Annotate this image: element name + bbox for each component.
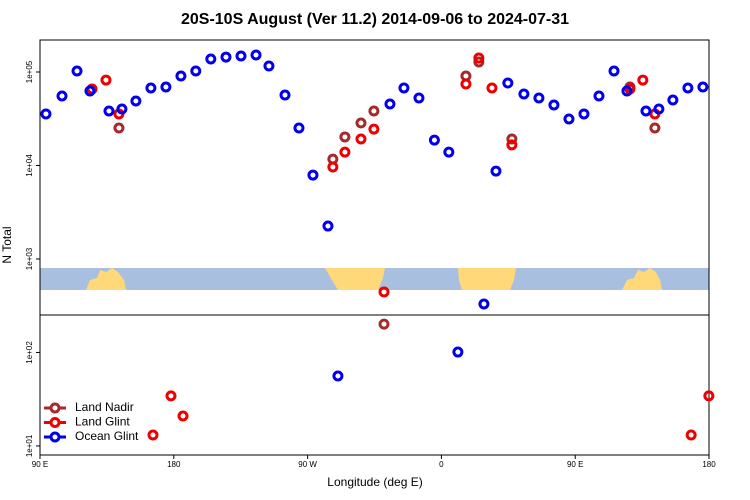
point	[578, 108, 590, 120]
point	[460, 78, 472, 90]
point	[235, 50, 247, 62]
point	[413, 92, 425, 104]
point	[339, 146, 351, 158]
point	[205, 53, 217, 65]
point	[378, 286, 390, 298]
legend-label: Land Nadir	[75, 400, 134, 414]
point	[177, 410, 189, 422]
y-tick-label: 1e+01	[25, 434, 34, 457]
point	[473, 52, 485, 64]
point	[548, 99, 560, 111]
legend-marker	[49, 417, 61, 428]
point	[332, 370, 344, 382]
point	[355, 117, 367, 129]
legend-label: Land Glint	[75, 415, 130, 429]
point	[621, 85, 633, 97]
x-axis-label: Longitude (deg E)	[327, 475, 422, 489]
point	[165, 390, 177, 402]
legend-marker	[49, 431, 61, 443]
point	[190, 65, 202, 77]
point	[84, 85, 96, 97]
y-tick-label: 1e+05	[25, 60, 34, 83]
point	[56, 90, 68, 102]
point	[563, 113, 575, 125]
point	[71, 65, 83, 77]
point	[384, 98, 396, 110]
legend-label: Ocean Glint	[75, 429, 139, 443]
plot-frame	[39, 39, 710, 456]
point	[263, 60, 275, 72]
point	[502, 77, 514, 89]
point	[160, 81, 172, 93]
point	[649, 122, 661, 134]
x-tick-label: 90 W	[298, 460, 317, 469]
x-tick-label: 0	[439, 460, 444, 469]
point	[368, 123, 380, 135]
point	[145, 82, 157, 94]
point	[103, 105, 115, 117]
point	[452, 346, 464, 358]
point	[293, 122, 305, 134]
point	[640, 105, 652, 117]
y-tick-label: 1e+03	[25, 247, 34, 270]
point	[307, 169, 319, 181]
point	[518, 88, 530, 100]
point	[653, 103, 665, 115]
point	[473, 56, 485, 68]
point	[703, 390, 715, 402]
point	[506, 133, 518, 145]
point	[40, 108, 52, 120]
point	[327, 161, 339, 173]
point	[113, 122, 125, 134]
point	[608, 65, 620, 77]
point	[130, 95, 142, 107]
point	[279, 89, 291, 101]
point	[175, 70, 187, 82]
point	[667, 94, 679, 106]
x-tick-label: 90 E	[567, 460, 583, 469]
point	[355, 133, 367, 145]
point	[398, 82, 410, 94]
point	[697, 81, 709, 93]
point	[116, 103, 128, 115]
point	[490, 165, 502, 177]
point	[250, 49, 262, 61]
point	[322, 220, 334, 232]
y-tick-label: 1e+04	[25, 154, 34, 177]
point	[506, 139, 518, 151]
point	[428, 134, 440, 146]
map-band	[40, 268, 709, 290]
point	[593, 90, 605, 102]
point	[147, 429, 159, 441]
point	[637, 74, 649, 86]
x-tick-label: 180	[167, 460, 181, 469]
point	[378, 318, 390, 330]
point	[478, 298, 490, 310]
x-tick-label: 90 E	[32, 460, 48, 469]
point	[339, 131, 351, 143]
y-axis-label: N Total	[0, 226, 14, 263]
x-tick-label: 180	[702, 460, 716, 469]
point	[368, 105, 380, 117]
point	[443, 146, 455, 158]
point	[220, 51, 232, 63]
y-tick-label: 1e+02	[25, 341, 34, 364]
point	[486, 82, 498, 94]
legend-marker	[49, 402, 61, 414]
chart-title: 20S-10S August (Ver 11.2) 2014-09-06 to …	[181, 11, 569, 28]
point	[682, 82, 694, 94]
point	[685, 429, 697, 441]
point	[533, 92, 545, 104]
point	[100, 74, 112, 86]
